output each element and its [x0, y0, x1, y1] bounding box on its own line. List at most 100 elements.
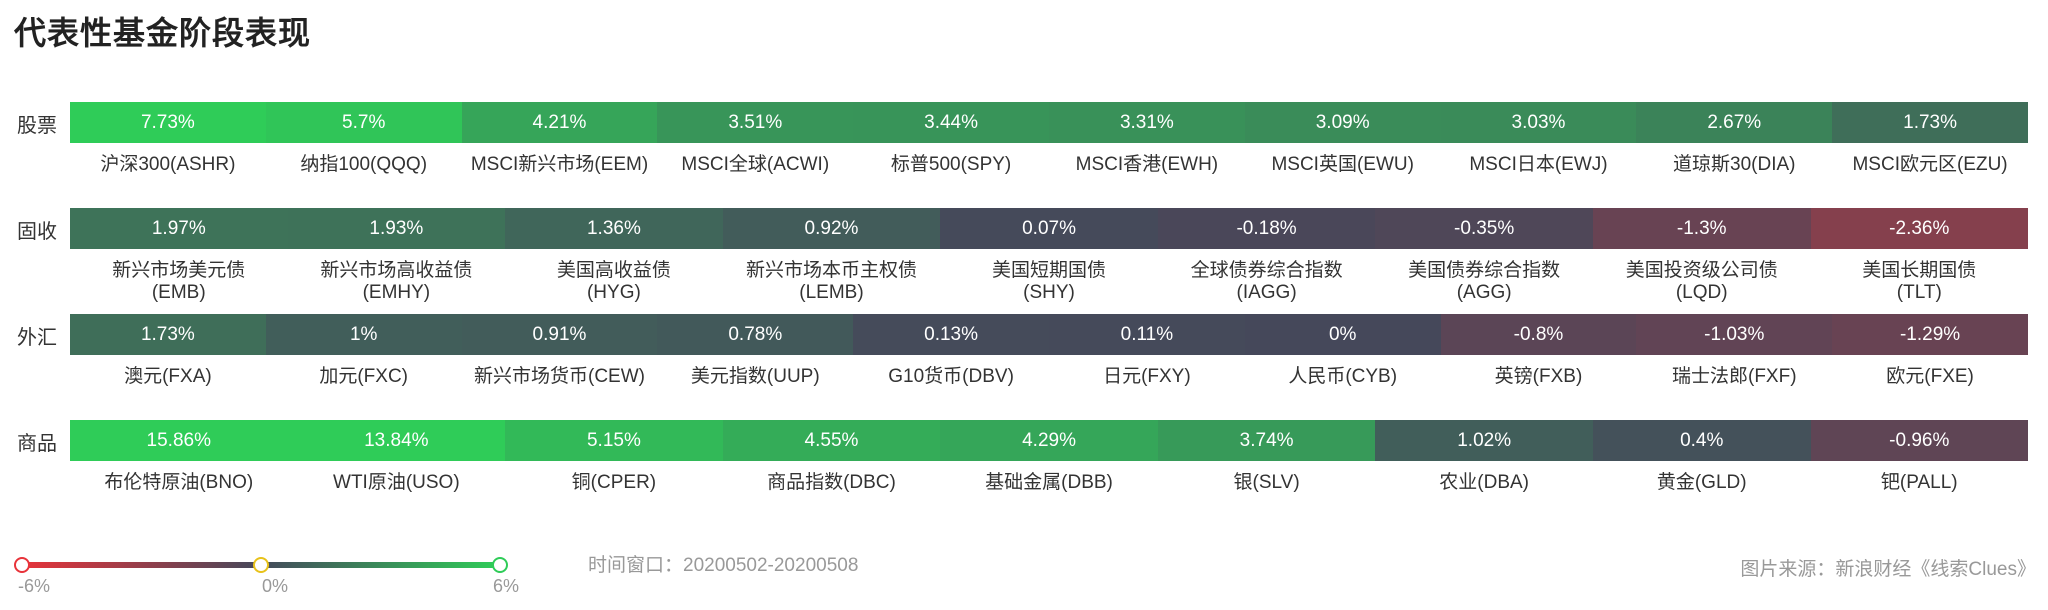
heatmap-cell: 2.67%	[1636, 102, 1833, 143]
fund-name-line: 人民币(CYB)	[1288, 366, 1398, 387]
fund-name: WTI原油(USO)	[288, 472, 506, 494]
fund-name-line: 新兴市场高收益债	[320, 260, 473, 281]
fund-name: MSCI欧元区(EZU)	[1832, 154, 2028, 176]
heatmap-cell: 5.15%	[505, 420, 723, 461]
legend-mid-marker	[253, 557, 269, 573]
fund-name: 商品指数(DBC)	[723, 472, 941, 494]
fund-name-line: MSCI全球(ACWI)	[681, 154, 830, 175]
fund-name-line: 新兴市场货币(CEW)	[474, 366, 645, 387]
heatmap-cell: 1.73%	[70, 314, 266, 355]
fund-name: 沪深300(ASHR)	[70, 154, 266, 176]
fund-name: 钯(PALL)	[1811, 472, 2029, 494]
heatmap-row: 7.73% 5.7% 4.21% 3.51% 3.44% 3.31% 3.09% 3.03% 2…	[70, 102, 2028, 143]
fund-name: 美国短期国债 (SHY)	[940, 260, 1158, 304]
fund-name: 日元(FXY)	[1049, 366, 1245, 388]
fund-name: G10货币(DBV)	[853, 366, 1049, 388]
fund-name-line: (EMB)	[151, 282, 206, 303]
fund-name: 瑞士法郎(FXF)	[1636, 366, 1832, 388]
heatmap-row: 1.97% 1.93% 1.36% 0.92% 0.07% -0.18% -0.35% -1.…	[70, 208, 2029, 249]
row-label: 股票	[17, 115, 57, 137]
fund-name-line: 银(SLV)	[1233, 472, 1300, 493]
heatmap-cell: 4.21%	[461, 102, 658, 143]
fund-name: 人民币(CYB)	[1245, 366, 1441, 388]
fund-name: 标普500(SPY)	[853, 154, 1049, 176]
fund-name: 加元(FXC)	[266, 366, 462, 388]
fund-name-line: MSCI日本(EWJ)	[1469, 154, 1608, 175]
fund-name-line: MSCI香港(EWH)	[1075, 154, 1219, 175]
fund-name: 欧元(FXE)	[1832, 366, 2028, 388]
fund-name: 银(SLV)	[1158, 472, 1376, 494]
fund-name: 新兴市场美元债 (EMB)	[70, 260, 288, 304]
fund-name: 农业(DBA)	[1375, 472, 1593, 494]
fund-name-line: (LQD)	[1675, 282, 1728, 303]
legend-tick-max: 6%	[492, 576, 520, 596]
heatmap-cell: 3.74%	[1157, 420, 1376, 461]
fund-name-line: 农业(DBA)	[1439, 472, 1530, 493]
heatmap-cell: 13.84%	[287, 420, 506, 461]
fund-name: 新兴市场本币主权债 (LEMB)	[723, 260, 941, 304]
heatmap-cell: 1.36%	[505, 208, 723, 249]
fund-name-line: G10货币(DBV)	[888, 366, 1014, 387]
heatmap-cell: 3.44%	[853, 102, 1049, 143]
fund-name-line: MSCI新兴市场(EEM)	[470, 154, 649, 175]
fund-name: 美国投资级公司债 (LQD)	[1593, 260, 1811, 304]
fund-name: 新兴市场高收益债 (EMHY)	[288, 260, 506, 304]
heatmap-cell: -1.29%	[1832, 314, 2028, 355]
heatmap-cell: -0.8%	[1440, 314, 1637, 355]
fund-name-line: 日元(FXY)	[1103, 366, 1191, 387]
fund-name: 澳元(FXA)	[70, 366, 266, 388]
fund-name-line: 商品指数(DBC)	[767, 472, 896, 493]
heatmap-cell: 3.09%	[1244, 102, 1441, 143]
fund-name-line: (TLT)	[1896, 282, 1942, 303]
heatmap-cell: 0.13%	[853, 314, 1049, 355]
heatmap-cell: -0.35%	[1375, 208, 1593, 249]
heatmap-cell: 4.29%	[940, 420, 1158, 461]
heatmap-cell: 3.31%	[1048, 102, 1245, 143]
heatmap-cell: -0.18%	[1157, 208, 1376, 249]
fund-name-line: 标普500(SPY)	[890, 154, 1012, 175]
legend-tick-mid: 0%	[261, 576, 289, 596]
heatmap-cell: 1%	[265, 314, 462, 355]
fund-name: 纳指100(QQQ)	[266, 154, 462, 176]
fund-name-line: 美国债券综合指数	[1408, 260, 1561, 281]
fund-name-line: 美国高收益债	[556, 260, 671, 281]
fund-name-line: 纳指100(QQQ)	[300, 154, 428, 175]
heatmap-cell: 3.03%	[1440, 102, 1637, 143]
image-source-label: 图片来源：新浪财经《线索Clues》	[1740, 559, 2036, 580]
fund-name-line: 钯(PALL)	[1880, 472, 1958, 493]
page-title: 代表性基金阶段表现	[14, 15, 312, 51]
fund-name-line: (HYG)	[586, 282, 641, 303]
fund-name: 新兴市场货币(CEW)	[462, 366, 658, 388]
row-label: 商品	[17, 433, 57, 455]
fund-name-line: MSCI英国(EWU)	[1271, 154, 1414, 175]
fund-name-line: 美国长期国债	[1862, 260, 1977, 281]
fund-name-line: 澳元(FXA)	[124, 366, 212, 387]
heatmap-cell: 1.93%	[287, 208, 506, 249]
heatmap-cell: 0.07%	[940, 208, 1158, 249]
fund-name-line: 美国短期国债	[992, 260, 1107, 281]
fund-name: 布伦特原油(BNO)	[70, 472, 288, 494]
heatmap-cell: 7.73%	[70, 102, 266, 143]
heatmap-cell: 4.55%	[722, 420, 941, 461]
fund-name-line: (EMHY)	[362, 282, 431, 303]
heatmap-cell: 0.78%	[657, 314, 854, 355]
fund-name-line: 瑞士法郎(FXF)	[1672, 366, 1797, 387]
fund-name: 英镑(FXB)	[1441, 366, 1637, 388]
fund-name: 基础金属(DBB)	[940, 472, 1158, 494]
fund-name: 铜(CPER)	[505, 472, 723, 494]
heatmap-cell: 1.02%	[1375, 420, 1593, 461]
heatmap-row-names: 布伦特原油(BNO) WTI原油(USO) 铜(CPER) 商品指数(DBC) 基础金属…	[70, 472, 2028, 494]
heatmap-cell: -0.96%	[1810, 420, 2029, 461]
heatmap-cell: 1.97%	[70, 208, 288, 249]
heatmap-row-names: 新兴市场美元债 (EMB) 新兴市场高收益债 (EMHY) 美国高收益债 (HYG) 新兴市…	[70, 260, 2028, 304]
heatmap-cell: 15.86%	[70, 420, 288, 461]
fund-name-line: 黄金(GLD)	[1656, 472, 1747, 493]
heatmap-cell: 0.92%	[722, 208, 941, 249]
heatmap-cell: 0.11%	[1048, 314, 1245, 355]
fund-name: MSCI香港(EWH)	[1049, 154, 1245, 176]
heatmap-row-names: 澳元(FXA) 加元(FXC) 新兴市场货币(CEW) 美元指数(UUP) G10货币(…	[70, 366, 2028, 388]
row-label: 固收	[17, 221, 57, 243]
fund-name-line: 新兴市场本币主权债	[745, 260, 917, 281]
fund-name: MSCI全球(ACWI)	[657, 154, 853, 176]
fund-name-line: 铜(CPER)	[571, 472, 657, 493]
